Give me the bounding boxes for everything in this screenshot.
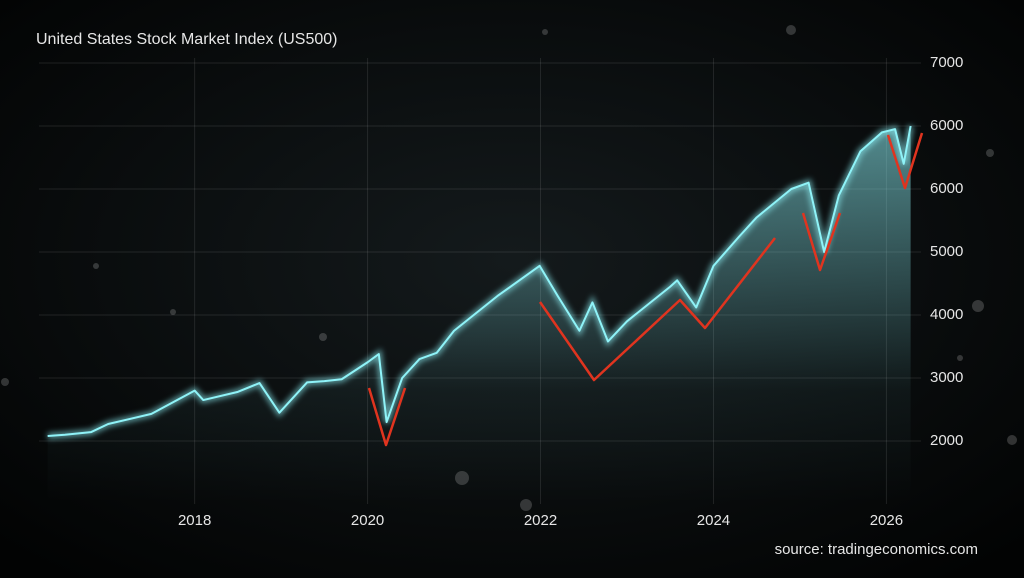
area (47, 126, 911, 504)
y-tick-label: 7000 (930, 54, 963, 71)
line (47, 125, 912, 437)
x-tick-label: 2018 (178, 512, 211, 529)
source: source: tradingeconomics.com (775, 541, 978, 558)
y-tick-label: 4000 (930, 306, 963, 323)
x-tick-label: 2026 (870, 512, 903, 529)
y-tick-label: 6000 (930, 180, 963, 197)
y-tick-label: 5000 (930, 243, 963, 260)
x-tick-label: 2022 (524, 512, 557, 529)
y-tick-label: 3000 (930, 369, 963, 386)
x-tick-label: 2020 (351, 512, 384, 529)
x-tick-label: 2024 (697, 512, 730, 529)
y-tick-label: 2000 (930, 432, 963, 449)
v-annotations (367, 132, 924, 447)
y-tick-label: 6000 (930, 117, 963, 134)
chart-title: United States Stock Market Index (US500) (36, 31, 337, 48)
